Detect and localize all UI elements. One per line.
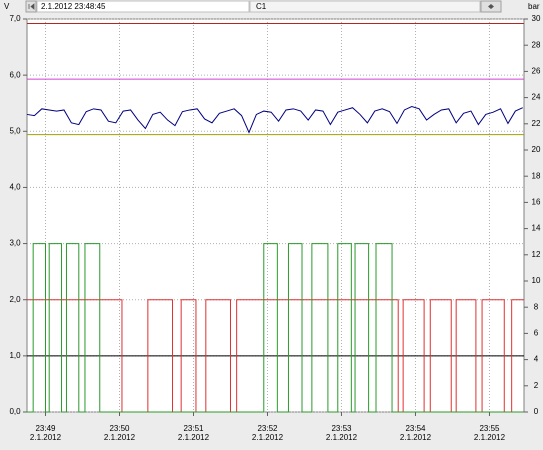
x-tick-date: 2.1.2012 (30, 433, 62, 442)
y2-tick-label: 26 (532, 67, 541, 76)
x-tick-label: 23:55 (479, 424, 500, 433)
y-tick-label: 2,0 (9, 295, 21, 304)
y2-tick-label: 6 (534, 329, 539, 338)
y2-axis-label: bar (528, 2, 540, 11)
y2-tick-label: 22 (532, 119, 541, 128)
time-box (36, 0, 250, 13)
y2-tick-label: 8 (534, 302, 539, 311)
zoom-button[interactable] (480, 0, 502, 13)
x-tick-date: 2.1.2012 (326, 433, 358, 442)
x-tick-label: 23:51 (183, 424, 204, 433)
y-tick-label: 0,0 (9, 407, 21, 416)
y2-tick-label: 24 (532, 93, 541, 102)
x-tick-label: 23:50 (109, 424, 130, 433)
y-tick-label: 6,0 (9, 70, 21, 79)
y2-tick-label: 4 (534, 355, 539, 364)
x-tick-date: 2.1.2012 (104, 433, 136, 442)
prev-button[interactable] (25, 0, 37, 13)
prev-icon (28, 3, 35, 10)
series-line (26, 106, 523, 134)
y2-tick-label: 10 (532, 276, 541, 285)
zoom-icon (488, 4, 494, 9)
x-tick-label: 23:52 (257, 424, 278, 433)
channel-box[interactable] (249, 0, 481, 13)
y-tick-label: 7,0 (9, 14, 21, 23)
y-tick-label: 1,0 (9, 351, 21, 360)
y2-tick-label: 28 (532, 40, 541, 49)
y-tick-label: 5,0 (9, 126, 21, 135)
x-tick-date: 2.1.2012 (252, 433, 284, 442)
y2-tick-label: 0 (534, 407, 539, 416)
y2-tick-label: 16 (532, 198, 541, 207)
y2-tick-label: 20 (532, 145, 541, 154)
x-tick-label: 23:54 (405, 424, 426, 433)
y2-tick-label: 14 (532, 224, 541, 233)
series-line (27, 243, 524, 413)
x-tick-date: 2.1.2012 (474, 433, 506, 442)
y-axis-label: V (4, 2, 10, 11)
x-tick-date: 2.1.2012 (178, 433, 210, 442)
plot-area (26, 18, 525, 413)
channel-label: C1 (256, 2, 267, 11)
y-tick-label: 4,0 (9, 183, 21, 192)
x-tick-label: 23:53 (331, 424, 352, 433)
y-tick-label: 3,0 (9, 239, 21, 248)
y2-tick-label: 30 (532, 14, 541, 23)
y2-tick-label: 2 (534, 381, 539, 390)
y2-tick-label: 18 (532, 171, 541, 180)
x-tick-label: 23:49 (35, 424, 56, 433)
toolbar-time: 2.1.2012 23:48:45 (41, 2, 106, 11)
x-tick-date: 2.1.2012 (400, 433, 432, 442)
y2-tick-label: 12 (532, 250, 541, 259)
